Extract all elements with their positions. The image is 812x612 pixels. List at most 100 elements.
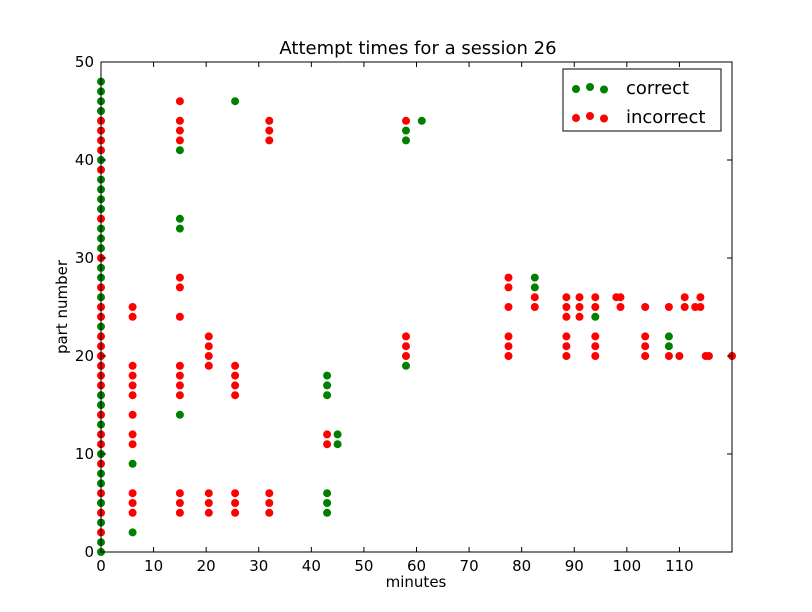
point-incorrect-77 [504,332,513,341]
legend-label-correct: correct [626,78,689,99]
point-incorrect-34 [128,303,137,311]
point-incorrect-103 [641,303,650,311]
point-incorrect-31 [128,371,137,380]
point-incorrect-57 [231,499,240,507]
point-correct-36 [323,391,332,400]
point-incorrect-51 [204,489,213,498]
point-incorrect-90 [575,303,584,311]
point-incorrect-53 [204,352,213,360]
point-incorrect-47 [175,116,184,125]
point-correct-48 [664,342,673,351]
point-incorrect-87 [562,303,571,311]
point-incorrect-38 [175,391,184,400]
point-correct-33 [323,508,332,517]
point-incorrect-96 [591,293,600,302]
point-incorrect-45 [175,136,184,145]
point-incorrect-86 [562,312,571,321]
point-correct-47 [591,312,600,321]
point-incorrect-74 [402,116,410,125]
point-incorrect-67 [265,126,274,135]
point-incorrect-40 [175,371,184,380]
point-incorrect-35 [175,508,184,517]
y-tick-label: 40 [75,151,94,169]
point-correct-39 [333,440,342,449]
point-incorrect-110 [696,303,705,311]
legend-marker-incorrect [586,112,594,120]
point-incorrect-91 [575,293,584,302]
point-correct-31 [175,146,184,155]
x-axis-label: minutes [386,573,447,591]
x-tick-label: 90 [565,557,584,575]
y-tick-label: 0 [84,543,94,561]
point-incorrect-70 [323,430,332,439]
point-incorrect-106 [675,352,684,360]
point-correct-35 [323,489,332,498]
y-tick-label: 20 [75,347,94,365]
point-incorrect-79 [504,283,513,292]
point-incorrect-63 [265,508,274,517]
point-incorrect-95 [591,303,600,311]
x-tick-label: 30 [249,557,268,575]
x-tick-label: 10 [144,557,163,575]
legend-marker-incorrect [600,114,608,123]
point-incorrect-26 [128,440,137,449]
point-incorrect-24 [128,499,137,507]
point-incorrect-46 [175,126,184,135]
point-correct-26 [128,528,137,537]
point-incorrect-113 [704,352,713,360]
point-incorrect-27 [128,430,137,439]
point-correct-29 [175,224,184,233]
x-tick-label: 100 [613,557,642,575]
point-incorrect-94 [591,332,600,341]
point-incorrect-82 [530,293,539,302]
point-incorrect-28 [128,410,137,419]
point-incorrect-83 [562,352,571,360]
point-incorrect-39 [175,381,184,390]
point-incorrect-108 [680,293,689,302]
point-incorrect-61 [231,371,240,380]
point-incorrect-62 [231,361,240,370]
y-axis-label: part number [53,259,71,354]
point-correct-46 [530,273,539,282]
point-incorrect-99 [616,293,625,302]
x-tick-label: 40 [302,557,321,575]
point-incorrect-100 [641,352,650,360]
x-tick-label: 0 [96,557,106,575]
point-incorrect-84 [562,342,571,351]
legend-label-incorrect: incorrect [626,107,705,128]
legend-marker-incorrect [572,114,580,122]
x-tick-label: 20 [197,557,216,575]
point-incorrect-59 [231,391,240,400]
point-incorrect-23 [128,508,137,517]
point-incorrect-111 [696,293,705,302]
point-correct-34 [323,499,332,507]
point-incorrect-105 [664,303,673,311]
y-tick-label: 30 [75,249,94,267]
point-incorrect-89 [575,312,584,321]
point-correct-32 [231,97,240,106]
point-incorrect-68 [265,116,274,125]
point-incorrect-69 [323,440,332,449]
point-correct-45 [530,283,539,292]
legend-marker-correct [572,85,580,93]
point-correct-30 [175,214,184,223]
point-incorrect-30 [128,381,137,390]
legend: correct incorrect [562,68,722,132]
point-incorrect-44 [175,273,184,282]
x-tick-label: 110 [665,557,694,575]
point-incorrect-66 [265,136,274,145]
point-incorrect-73 [402,332,410,341]
point-incorrect-37 [175,489,184,498]
point-correct-27 [128,459,137,468]
point-incorrect-55 [204,332,213,341]
chart-title: Attempt times for a session 26 [279,38,556,59]
point-incorrect-29 [128,391,137,400]
point-incorrect-36 [175,499,184,507]
point-incorrect-65 [265,489,274,498]
point-incorrect-71 [402,352,410,360]
point-incorrect-102 [641,332,650,341]
point-correct-28 [175,410,184,419]
point-correct-40 [333,430,342,439]
point-incorrect-88 [562,293,571,302]
